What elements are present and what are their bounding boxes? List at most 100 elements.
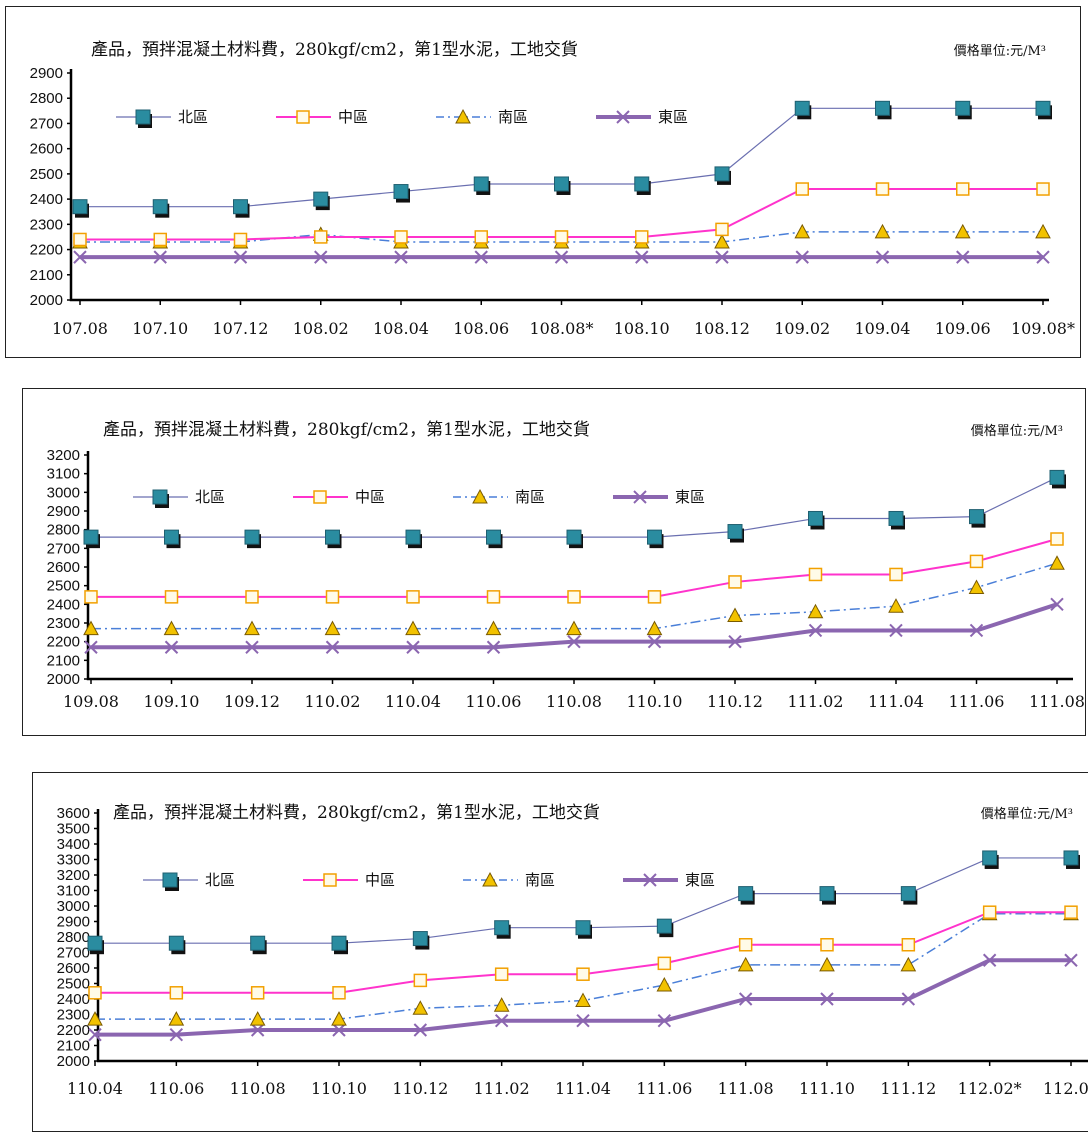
data-point-南區 [575,992,591,1008]
y-tick-label: 2700 [30,115,63,132]
x-tick-label: 110.08 [546,692,602,711]
data-point-東區 [88,1027,102,1042]
x-tick-label: 110.10 [627,692,683,711]
data-point-南區 [163,620,180,636]
x-tick-label: 109.08* [1011,319,1075,338]
data-point-中區 [1064,905,1078,919]
x-tick-label: 108.10 [614,319,670,338]
data-point-中區 [73,232,87,247]
y-tick-label: 3500 [57,821,90,838]
data-point-北區 [647,529,664,549]
data-point-東區 [808,623,823,638]
x-tick-label: 109.04 [855,319,911,338]
y-tick-label: 2000 [30,292,63,309]
data-point-南區 [244,620,260,636]
legend-marker-東區 [643,873,657,887]
y-tick-label: 3400 [57,836,90,853]
data-point-南區 [87,1011,103,1026]
data-point-東區 [635,250,649,264]
legend-label: 南區 [498,108,528,126]
unit-label: 價格單位:元/M³ [971,423,1063,439]
legend-marker-中區 [296,110,310,124]
y-tick-label: 2500 [47,578,80,595]
data-point-南區 [566,620,582,636]
data-point-中區 [325,590,340,604]
data-point-北區 [955,100,972,120]
data-point-北區 [233,199,250,218]
x-tick-label: 110.04 [385,692,441,711]
axis-frame [96,809,1088,1063]
data-point-中區 [250,986,265,1000]
legend-marker-中區 [323,873,337,887]
data-point-中區 [820,938,834,952]
x-tick-label: 112.04 [1043,1079,1088,1098]
data-point-北區 [714,166,731,185]
data-point-北區 [738,886,755,905]
y-tick-label: 3000 [47,484,80,501]
data-point-東區 [486,640,501,654]
y-tick-label: 2600 [57,960,90,977]
y-tick-label: 2400 [57,991,90,1008]
data-point-南區 [83,620,99,636]
data-point-東區 [875,250,890,264]
data-point-中區 [901,938,916,952]
data-point-東區 [332,1023,346,1037]
data-point-南區 [874,223,891,239]
legend-marker-北區 [152,489,169,508]
data-point-東區 [406,640,420,654]
data-point-南區 [656,976,673,992]
data-point-東區 [394,250,408,264]
x-tick-label: 110.10 [311,1079,367,1098]
data-point-北區 [794,100,812,120]
data-point-東區 [153,250,167,264]
x-tick-label: 110.04 [67,1079,123,1098]
x-tick-label: 109.10 [144,692,200,711]
data-point-北區 [808,510,825,530]
y-tick-label: 2300 [30,216,63,233]
legend-marker-南區 [482,871,498,887]
data-point-中區 [245,590,259,604]
legend-marker-中區 [313,490,327,504]
y-tick-label: 2000 [57,1053,90,1070]
x-tick-label: 110.08 [230,1079,286,1098]
y-tick-label: 2600 [47,559,80,576]
data-point-南區 [888,598,904,613]
y-tick-label: 2800 [30,90,63,107]
data-point-南區 [794,223,811,239]
data-point-中區 [738,938,753,952]
y-tick-label: 2300 [57,1007,90,1024]
x-tick-label: 108.08* [530,319,594,338]
x-tick-label: 108.04 [373,319,429,338]
data-point-中區 [314,230,328,244]
y-tick-label: 2600 [30,141,63,158]
data-point-中區 [394,230,408,244]
data-point-中區 [164,590,179,604]
data-point-北區 [982,850,999,869]
unit-label: 價格單位:元/M³ [954,43,1046,59]
chart-svg-1: 產品，預拌混凝土材料費，280kgf/cm2，第1型水泥，工地交貨 價格單位:元/… [30,40,1075,338]
legend-label: 南區 [515,488,545,506]
data-point-北區 [87,935,104,955]
data-point-中區 [413,973,428,988]
data-point-南區 [819,956,835,972]
legend-marker-東區 [616,110,630,124]
data-point-北區 [634,176,651,195]
data-point-南區 [331,1011,347,1026]
data-point-北區 [473,176,491,195]
data-point-中區 [169,986,184,1000]
y-tick-label: 2500 [57,976,90,993]
y-tick-label: 3200 [47,447,80,464]
x-tick-label: 108.02 [293,319,349,338]
data-point-中區 [795,182,809,196]
data-point-中區 [233,232,248,247]
x-tick-label: 107.08 [52,319,108,338]
data-point-東區 [314,250,328,264]
data-point-南區 [954,223,971,239]
data-point-北區 [250,935,267,955]
data-point-東區 [325,640,340,654]
y-tick-label: 3300 [57,852,90,869]
data-point-南區 [249,1011,266,1026]
data-point-東區 [567,634,581,649]
x-tick-label: 111.06 [636,1079,692,1098]
data-point-東區 [889,623,903,638]
